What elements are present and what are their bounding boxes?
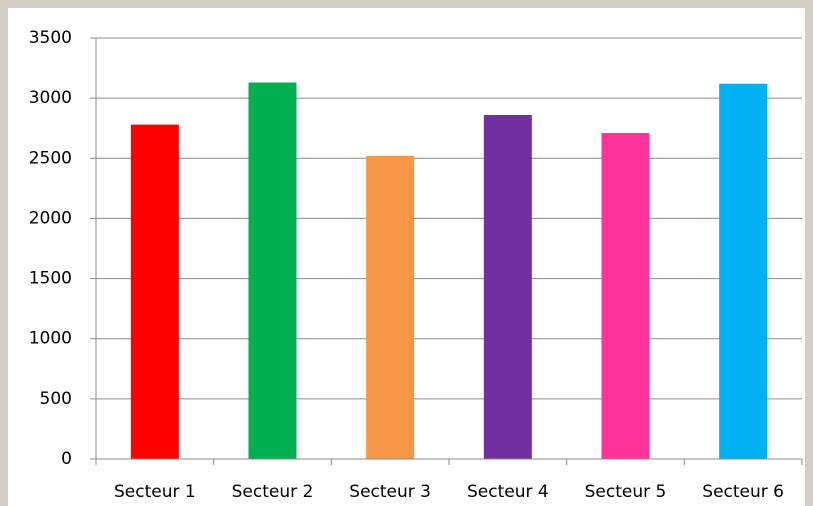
- bar: [248, 82, 297, 460]
- y-tick-label: 1000: [29, 329, 72, 349]
- y-tick-label: 0: [61, 449, 72, 469]
- y-tick-label: 3000: [29, 88, 72, 108]
- bar: [601, 133, 650, 460]
- x-tick-label: Secteur 1: [114, 482, 196, 502]
- x-tick-label: Secteur 2: [232, 482, 314, 502]
- bar: [483, 114, 532, 460]
- y-tick-label: 1500: [29, 269, 72, 289]
- y-tick-label: 3500: [29, 28, 72, 48]
- x-tick-label: Secteur 5: [585, 482, 667, 502]
- y-tick-label: 500: [40, 389, 72, 409]
- bar: [366, 155, 415, 459]
- x-tick-label: Secteur 3: [349, 482, 431, 502]
- x-tick-label: Secteur 4: [467, 482, 549, 502]
- bar: [130, 124, 179, 459]
- bar: [719, 83, 768, 460]
- y-tick-label: 2500: [29, 148, 72, 168]
- x-tick-label: Secteur 6: [702, 482, 784, 502]
- y-tick-label: 2000: [29, 208, 72, 228]
